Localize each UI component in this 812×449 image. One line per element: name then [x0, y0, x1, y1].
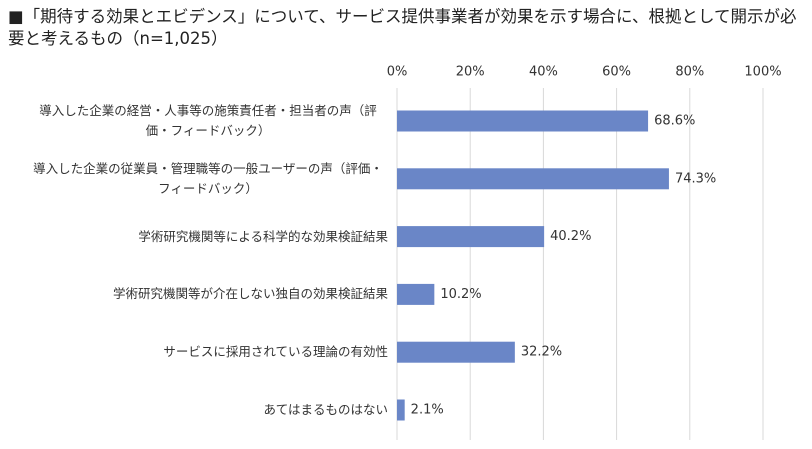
value-label: 32.2% — [521, 345, 562, 360]
category-label-box: 学術研究機関等による科学的な効果検証結果 — [20, 212, 388, 262]
category-label: 導入した企業の経営・人事等の施策責任者・担当者の声（評価・フィードバック） — [39, 103, 377, 138]
bar — [397, 168, 669, 190]
x-tick-label: 100% — [744, 65, 781, 80]
x-tick-label: 80% — [675, 65, 704, 80]
bar — [397, 226, 545, 248]
category-label-box: 導入した企業の従業員・管理職等の一般ユーザーの声（評価・フィードバック） — [20, 154, 388, 204]
value-label: 2.1% — [411, 403, 444, 418]
value-label: 40.2% — [550, 229, 591, 244]
x-tick-label: 60% — [602, 65, 631, 80]
value-label: 10.2% — [440, 287, 481, 302]
bar — [397, 283, 435, 305]
value-label: 74.3% — [675, 171, 716, 186]
chart-title: ■「期待する効果とエビデンス」について、サービス提供事業者が効果を示す場合に、根… — [8, 7, 797, 48]
category-label: 学術研究機関等による科学的な効果検証結果 — [138, 228, 388, 244]
bar — [397, 341, 515, 363]
category-label-box: 導入した企業の経営・人事等の施策責任者・担当者の声（評価・フィードバック） — [20, 96, 388, 146]
category-label-box: サービスに採用されている理論の有効性 — [20, 327, 388, 377]
category-label-box: あてはまるものはない — [20, 385, 388, 435]
bar — [397, 399, 405, 421]
bar — [397, 110, 649, 132]
x-tick-label: 20% — [456, 65, 485, 80]
category-label: あてはまるものはない — [263, 402, 388, 417]
category-label: 学術研究機関等が介在しない独自の効果検証結果 — [112, 286, 388, 302]
x-tick-label: 0% — [387, 65, 408, 80]
x-tick-label: 40% — [529, 65, 558, 80]
category-label-box: 学術研究機関等が介在しない独自の効果検証結果 — [20, 269, 388, 319]
category-label: 導入した企業の従業員・管理職等の一般ユーザーの声（評価・フィードバック） — [33, 160, 383, 196]
value-label: 68.6% — [654, 114, 695, 129]
category-label: サービスに採用されている理論の有効性 — [163, 344, 388, 360]
